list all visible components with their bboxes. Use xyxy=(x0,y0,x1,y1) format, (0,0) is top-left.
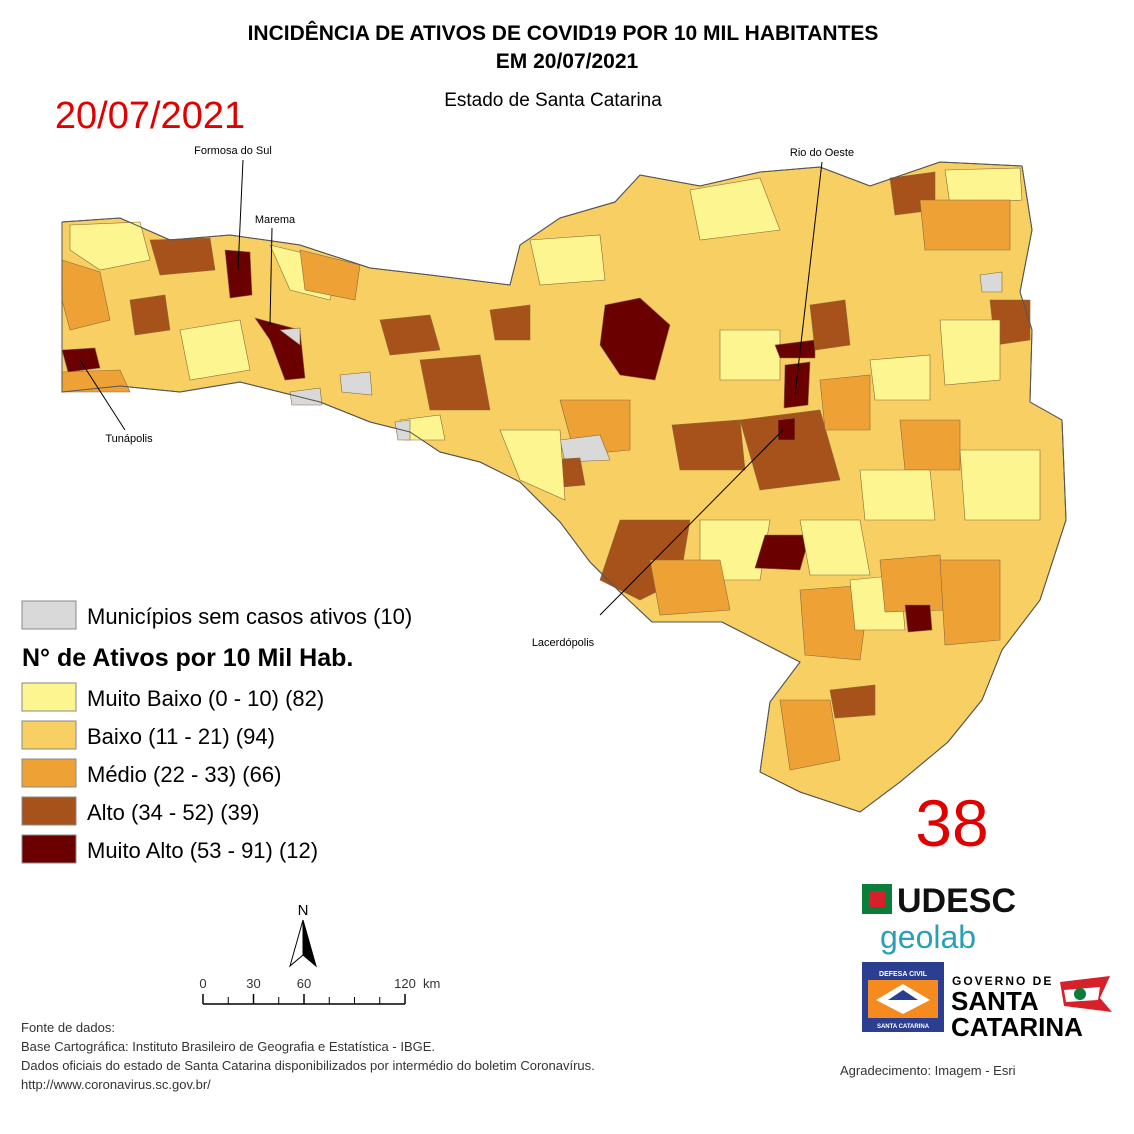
municipality xyxy=(859,469,936,521)
leader-lines xyxy=(79,159,823,616)
title-date: EM 20/07/2021 xyxy=(496,50,639,73)
scale-tick-label: 60 xyxy=(297,976,311,991)
map-label: Marema xyxy=(255,214,296,226)
legend-label: Alto (34 - 52) (39) xyxy=(87,800,259,825)
date-stamp: 20/07/2021 xyxy=(55,95,245,137)
title: INCIDÊNCIA DE ATIVOS DE COVID19 POR 10 M… xyxy=(248,21,879,45)
municipality xyxy=(869,354,931,401)
municipality xyxy=(783,361,811,409)
governo-text: GOVERNO DE xyxy=(952,974,1053,988)
legend: N° de Ativos por 10 Mil Hab. Municípios … xyxy=(21,600,412,864)
municipality xyxy=(649,559,731,616)
municipality xyxy=(939,319,1001,386)
state-map xyxy=(61,161,1067,813)
leader-line xyxy=(794,161,823,396)
scale-tick-label: 0 xyxy=(199,976,206,991)
subtitle: Estado de Santa Catarina xyxy=(444,90,662,111)
municipality xyxy=(959,449,1041,521)
municipality xyxy=(489,304,531,341)
municipality xyxy=(819,374,871,431)
legend-label: Baixo (11 - 21) (94) xyxy=(87,724,275,749)
municipality xyxy=(689,177,781,241)
scale-bar: 0 30 60 120 km xyxy=(199,976,440,1005)
municipality xyxy=(904,604,933,633)
defesa-civil-logo: DEFESA CIVIL SANTA CATARINA xyxy=(862,962,944,1032)
defesa-emblem xyxy=(888,990,918,1000)
municipality xyxy=(69,221,151,271)
municipality-no-cases xyxy=(339,371,373,396)
municipality xyxy=(944,167,1023,206)
municipality xyxy=(829,684,876,719)
municipality xyxy=(379,314,441,356)
municipality xyxy=(879,554,946,613)
municipality xyxy=(719,329,781,381)
municipality-no-cases xyxy=(559,434,611,463)
municipality-no-cases xyxy=(279,327,301,346)
municipality xyxy=(777,417,796,441)
count-badge: 38 xyxy=(915,786,988,860)
map-label: Tunápolis xyxy=(105,433,153,445)
municipality xyxy=(419,354,491,411)
map-label: Rio do Oeste xyxy=(790,147,854,159)
municipality xyxy=(754,534,811,571)
map-label: Formosa do Sul xyxy=(194,145,272,157)
source-line: Base Cartográfica: Instituto Brasileiro … xyxy=(21,1039,435,1054)
municipality xyxy=(61,347,101,373)
municipality-no-cases xyxy=(979,271,1003,293)
municipality xyxy=(499,429,566,501)
municipality xyxy=(129,294,171,336)
leader-line xyxy=(599,429,784,616)
legend-label: Muito Alto (53 - 91) (12) xyxy=(87,838,318,863)
municipality xyxy=(739,409,841,491)
municipality xyxy=(939,559,1001,646)
governo-text: SANTA xyxy=(951,986,1039,1016)
north-label: N xyxy=(298,902,309,919)
source-line: http://www.coronavirus.sc.gov.br/ xyxy=(21,1077,211,1092)
municipality xyxy=(299,249,361,301)
map-label: Lacerdópolis xyxy=(532,637,595,649)
defesa-text: SANTA CATARINA xyxy=(877,1024,930,1030)
udesc-text: UDESC xyxy=(897,882,1016,920)
acknowledgement: Agradecimento: Imagem - Esri xyxy=(840,1063,1016,1078)
legend-label: Muito Baixo (0 - 10) (82) xyxy=(87,686,324,711)
municipality xyxy=(149,237,216,276)
scale-unit: km xyxy=(423,976,440,991)
municipality xyxy=(779,699,841,771)
scale-tick-label: 120 xyxy=(394,976,416,991)
municipality xyxy=(919,199,1011,251)
legend-swatch xyxy=(21,758,77,788)
municipality xyxy=(599,297,671,381)
leader-line xyxy=(237,159,244,271)
municipality xyxy=(799,519,871,576)
scale-tick-label: 30 xyxy=(246,976,260,991)
udesc-logo: UDESC geolab xyxy=(862,882,1016,955)
legend-label: Municípios sem casos ativos (10) xyxy=(87,604,412,629)
geolab-text: geolab xyxy=(880,919,976,955)
municipality xyxy=(224,249,253,299)
legend-swatch xyxy=(21,834,77,864)
defesa-text: DEFESA CIVIL xyxy=(879,971,928,978)
governo-text: CATARINA xyxy=(951,1012,1083,1042)
north-arrow xyxy=(302,919,317,968)
legend-swatch xyxy=(21,600,77,630)
leader-line xyxy=(79,359,126,431)
municipality xyxy=(529,234,606,286)
municipality xyxy=(179,319,251,381)
udesc-icon xyxy=(869,891,885,907)
legend-swatch xyxy=(21,682,77,712)
state-border xyxy=(61,161,1067,813)
leader-line xyxy=(269,227,273,326)
governo-logo: GOVERNO DE SANTA CATARINA xyxy=(951,974,1112,1042)
source-line: Fonte de dados: xyxy=(21,1020,115,1035)
source-line: Dados oficiais do estado de Santa Catari… xyxy=(21,1058,595,1073)
legend-swatch xyxy=(21,720,77,750)
legend-swatch xyxy=(21,796,77,826)
legend-title: N° de Ativos por 10 Mil Hab. xyxy=(22,644,353,672)
municipality xyxy=(809,299,851,351)
flag xyxy=(1074,988,1086,1000)
municipality xyxy=(671,419,746,471)
legend-label: Médio (22 - 33) (66) xyxy=(87,762,281,787)
municipality xyxy=(899,419,961,471)
